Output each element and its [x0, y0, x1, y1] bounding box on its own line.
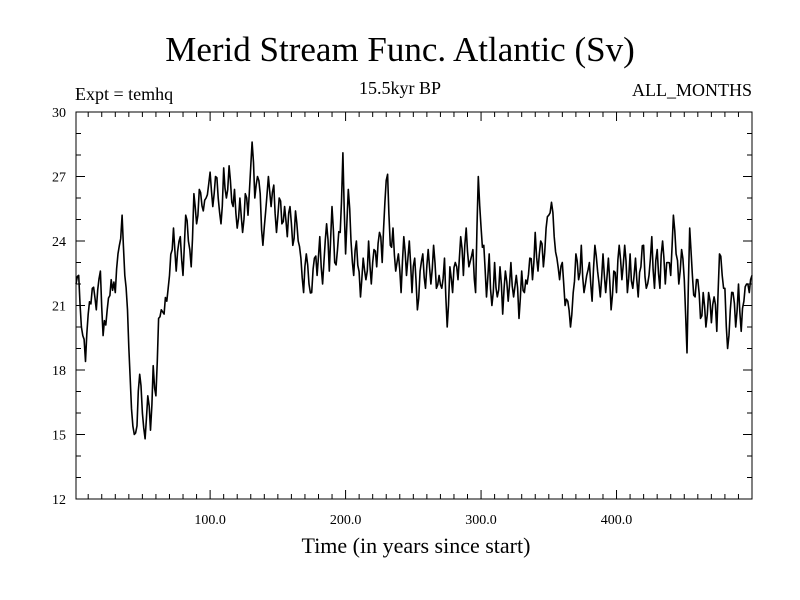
y-tick-label: 18: [52, 364, 66, 379]
y-tick-label: 30: [52, 106, 66, 121]
x-tick-label: 100.0: [194, 513, 226, 528]
y-tick-label: 27: [52, 171, 66, 186]
plot-frame: [75, 111, 753, 500]
months-label: ALL_MONTHS: [632, 80, 752, 100]
chart-title: Merid Stream Func. Atlantic (Sv): [165, 30, 635, 69]
x-tick-label: 300.0: [465, 513, 497, 528]
experiment-label: Expt = temhq: [75, 84, 174, 104]
series-line-0: [75, 141, 753, 440]
y-tick-label: 21: [52, 300, 66, 315]
chart-subtitle: 15.5kyr BP: [358, 78, 441, 98]
y-tick-label: 24: [52, 235, 66, 250]
x-tick-label: 200.0: [330, 513, 362, 528]
x-tick-label: 400.0: [601, 513, 633, 528]
plot-area: 12 15 18 21 24 27 30 100.0 200.0 300.0 400.0 Time (…: [52, 106, 753, 558]
y-tick-label: 15: [52, 429, 66, 444]
x-axis-label: Time (in years since start): [302, 533, 531, 558]
y-tick-label: 12: [52, 493, 66, 508]
